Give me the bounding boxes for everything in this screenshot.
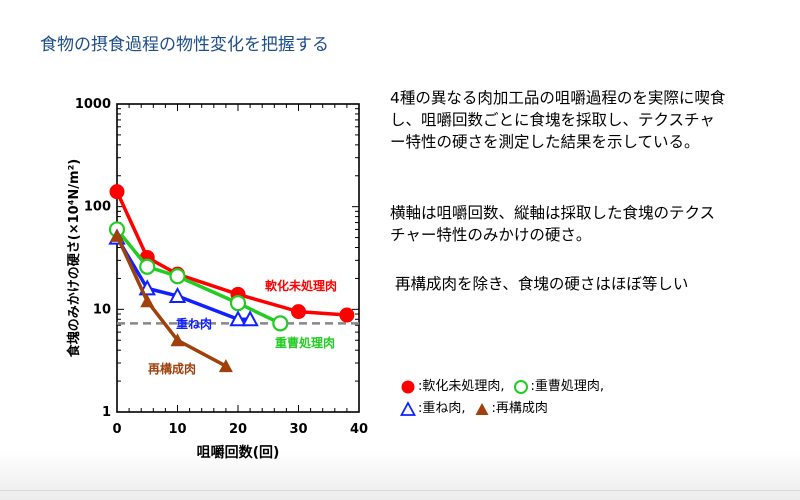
slide-title: 食物の摂食過程の物性変化を把握する <box>40 35 329 55</box>
y-tick-label: 100 <box>84 200 111 215</box>
legend-item-layered: :重ね肉, <box>418 401 466 416</box>
data-point <box>170 333 185 347</box>
open-circle-green-icon <box>513 380 528 394</box>
data-point <box>272 315 289 332</box>
y-tick-label: 1 <box>102 405 111 420</box>
data-point <box>140 294 155 308</box>
filled-triangle-brown-icon <box>475 403 489 415</box>
y-tick-label: 10 <box>93 302 111 317</box>
series-line <box>115 235 227 368</box>
filled-circle-red-icon <box>401 380 415 394</box>
data-point <box>291 304 306 320</box>
y-axis-label: 食塊のみかけの硬さ(×10⁴N/m²) <box>66 159 82 357</box>
x-tick-label: 10 <box>168 422 186 437</box>
legend-item-restructured: :再構成肉 <box>491 401 548 416</box>
data-point <box>339 307 355 323</box>
open-triangle-blue-icon <box>400 401 416 416</box>
x-tick-label: 0 <box>112 422 121 437</box>
data-point <box>229 295 247 312</box>
data-point <box>168 286 187 303</box>
data-point <box>229 310 247 327</box>
description-paragraph-3: 再構成肉を除き、食塊の硬さはほぼ等しい <box>395 275 689 293</box>
data-point <box>110 228 124 242</box>
data-point <box>109 184 125 200</box>
series-label: 軟化未処理肉 <box>265 278 337 293</box>
data-point <box>169 268 186 285</box>
data-point <box>218 359 233 373</box>
y-tick-label: 1000 <box>75 97 111 112</box>
x-tick-label: 40 <box>350 422 368 437</box>
legend-item-untreated: :軟化未処理肉, <box>418 379 505 394</box>
series-line <box>115 190 348 317</box>
legend-row-1: :軟化未処理肉, :重曹処理肉, <box>400 376 604 398</box>
legend-item-bicarbonate: :重曹処理肉, <box>530 379 605 394</box>
data-point <box>139 258 156 275</box>
chart-legend: :軟化未処理肉, :重曹処理肉, :重ね肉, :再構成肉 <box>400 376 604 420</box>
series-label: 再構成肉 <box>148 361 196 376</box>
footer-divider <box>0 490 800 491</box>
description-paragraph-1: 4種の異なる肉加工品の咀嚼過程のを実際に喫食し、咀嚼回数ごとに食塊を採取し、テク… <box>390 89 726 151</box>
series-label: 重ね肉 <box>176 316 212 331</box>
x-tick-label: 30 <box>289 422 307 437</box>
series-label: 重曹処理肉 <box>275 335 335 350</box>
data-point <box>241 310 259 327</box>
legend-row-2: :重ね肉, :再構成肉 <box>400 398 604 420</box>
x-tick-label: 20 <box>229 422 247 437</box>
description-paragraph-2: 横軸は咀嚼回数、縦軸は採取した食塊のテクスチャー特性のみかけの硬さ。 <box>390 204 716 244</box>
x-axis-label: 咀嚼回数(回) <box>197 444 280 461</box>
